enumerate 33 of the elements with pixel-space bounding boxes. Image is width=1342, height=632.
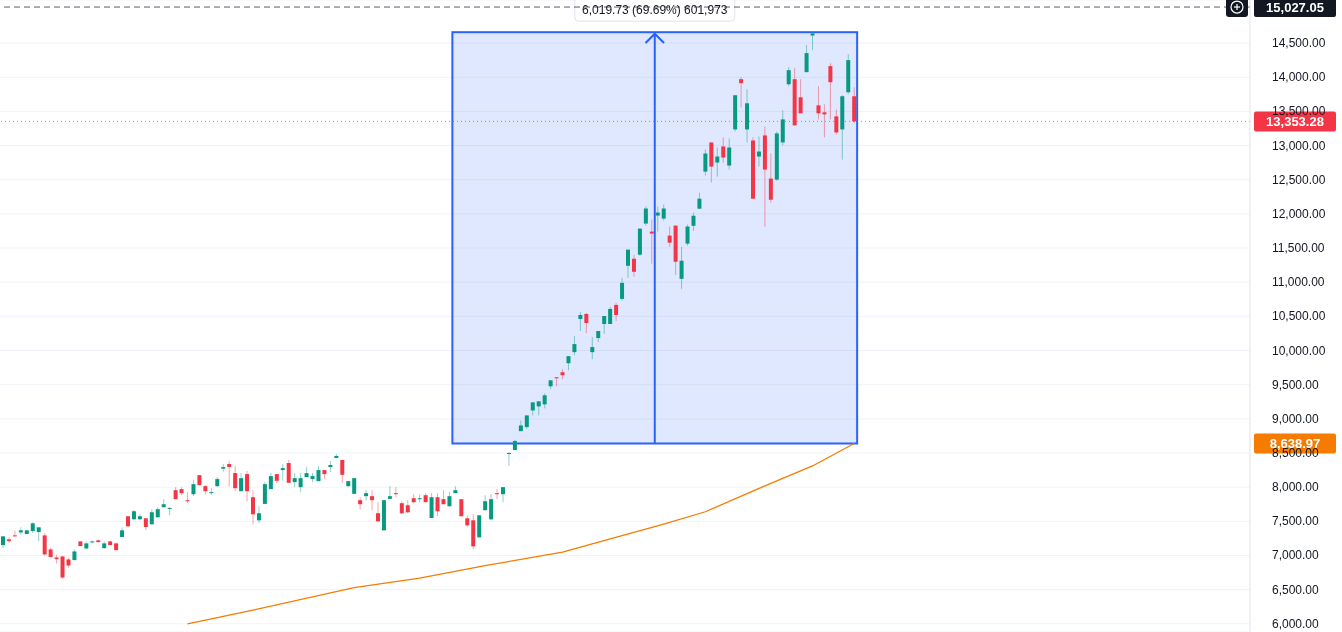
y-tick-label: 10,500.00 [1272,309,1326,324]
candlestick [256,505,261,524]
candlestick [358,496,363,510]
candlestick [495,488,500,500]
ref-line-label: 15,027.05 [1266,0,1324,16]
y-tick-label: 9,500.00 [1272,377,1320,392]
y-tick-label: 6,500.00 [1272,582,1320,597]
band-label: 6,019.73 (69.69%) 601,973 [582,3,728,18]
y-tick-label: 7,000.00 [1272,548,1320,563]
candlestick [185,491,190,504]
candlestick [506,451,511,467]
y-tick-label: 8,000.00 [1272,480,1320,495]
candlestick [12,530,17,537]
candlestick [18,526,23,536]
candlestick [393,486,398,498]
candlestick [364,489,369,501]
y-tick-label: 14,500.00 [1272,36,1326,51]
y-tick-label: 7,500.00 [1272,514,1320,529]
y-tick-label: 11,500.00 [1272,241,1325,256]
y-tick-label: 13,000.00 [1272,138,1326,153]
y-tick-label: 12,500.00 [1272,172,1326,187]
candlestick [501,486,505,503]
candlestick [6,536,11,544]
line-series [186,442,855,625]
y-tick-label: 12,000.00 [1272,206,1326,221]
candlestick [387,485,392,500]
candlestick [518,419,523,432]
y-tick-label: 6,000.00 [1272,616,1320,631]
candlestick [137,513,142,521]
y-tick-label: 14,000.00 [1272,70,1326,85]
y-tick-label: 11,000.00 [1272,275,1325,290]
y-tick-label: 9,000.00 [1272,411,1320,426]
y-tick-label: 10,000.00 [1272,343,1326,358]
